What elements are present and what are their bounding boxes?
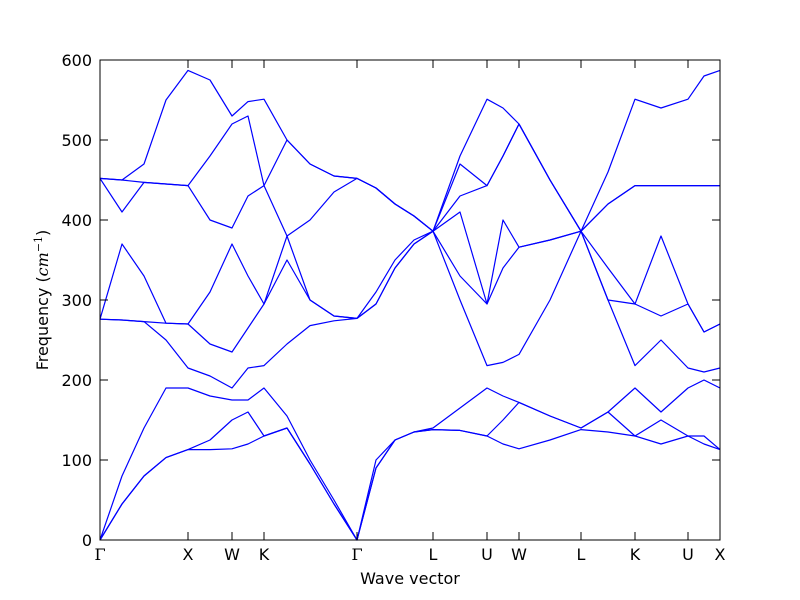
y-label-text: Frequency ( (33, 276, 52, 370)
band-line (99, 69, 721, 232)
x-axis-label: Wave vector (360, 569, 460, 588)
x-tick-label: K (630, 545, 641, 564)
x-tick-label: X (715, 545, 726, 564)
plot-frame (99, 59, 721, 541)
x-tick-label: L (429, 545, 438, 564)
y-tick-label: 200 (61, 371, 92, 390)
y-axis-label: Frequency (cm−1) (32, 230, 52, 371)
x-tick-label: U (682, 545, 694, 564)
y-label-text: ) (33, 230, 52, 236)
x-tick-label: Γ (351, 545, 362, 564)
y-tick-label: 600 (61, 51, 92, 70)
x-tick-label: K (259, 545, 270, 564)
y-tick-label: 0 (82, 531, 92, 550)
bands (99, 69, 721, 541)
y-tick-label: 300 (61, 291, 92, 310)
x-tick-label: W (224, 545, 240, 564)
y-tick-label: 500 (61, 131, 92, 150)
y-label-exponent: −1 (32, 236, 45, 252)
y-tick-label: 400 (61, 211, 92, 230)
y-label-unit: cm (33, 252, 52, 276)
x-tick-label: U (481, 545, 493, 564)
x-tick-label: L (577, 545, 586, 564)
band-line (99, 211, 721, 333)
y-tick-label: 100 (61, 451, 92, 470)
x-tick-label: W (511, 545, 527, 564)
band-line (99, 230, 721, 353)
x-tick-label: Γ (94, 545, 105, 564)
band-line (99, 379, 721, 541)
x-tick-label: X (183, 545, 194, 564)
